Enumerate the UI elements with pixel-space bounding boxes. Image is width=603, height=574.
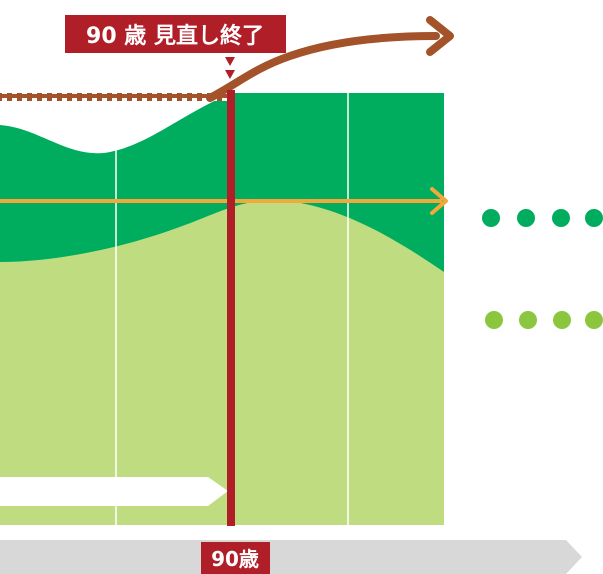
orange-arrow-head (430, 187, 448, 215)
age-axis-label: 90歳 (211, 547, 259, 571)
dark-green-dot-3 (552, 209, 570, 227)
review-end-label-box (65, 15, 286, 53)
brown-arrow-head (426, 16, 454, 56)
brown-dashed-line (0, 93, 232, 101)
light-green-dot-4 (585, 311, 603, 329)
light-green-dot-2 (519, 311, 537, 329)
marker-triangle-1 (225, 57, 235, 66)
timeline-arrow (0, 540, 582, 574)
age-90-marker-line (227, 90, 235, 526)
review-end-label: 90 歳 見直し終了 (86, 23, 264, 49)
brown-curve (206, 32, 440, 102)
light-green-dot-1 (485, 311, 503, 329)
dark-green-dot-4 (585, 209, 603, 227)
dark-green-dot-2 (517, 209, 535, 227)
light-green-dot-3 (553, 311, 571, 329)
white-arrow (0, 477, 228, 506)
dark-green-dot-1 (482, 209, 500, 227)
age-label-box (201, 542, 270, 574)
light-green-area (0, 200, 444, 525)
marker-triangle-2 (225, 70, 235, 79)
